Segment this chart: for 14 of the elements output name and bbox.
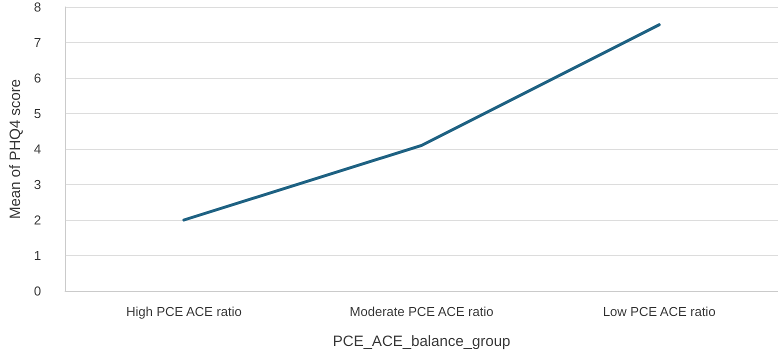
y-tick-label: 5 xyxy=(34,106,42,121)
x-tick-label: High PCE ACE ratio xyxy=(126,304,242,319)
y-tick-label: 7 xyxy=(34,35,42,50)
y-tick-label: 3 xyxy=(34,177,42,192)
y-tick-label: 6 xyxy=(34,70,42,86)
y-tick-label: 1 xyxy=(34,248,42,263)
x-tick-label: Low PCE ACE ratio xyxy=(602,304,716,319)
y-axis-title: Mean of PHQ4 score xyxy=(7,78,24,220)
y-tick-label: 0 xyxy=(34,284,42,298)
y-tick-label: 8 xyxy=(34,0,42,14)
x-tick-label: Moderate PCE ACE ratio xyxy=(350,304,494,319)
x-axis-title: PCE_ACE_balance_group xyxy=(332,333,510,350)
y-tick-label: 4 xyxy=(34,142,42,156)
y-tick-label: 2 xyxy=(34,212,42,228)
